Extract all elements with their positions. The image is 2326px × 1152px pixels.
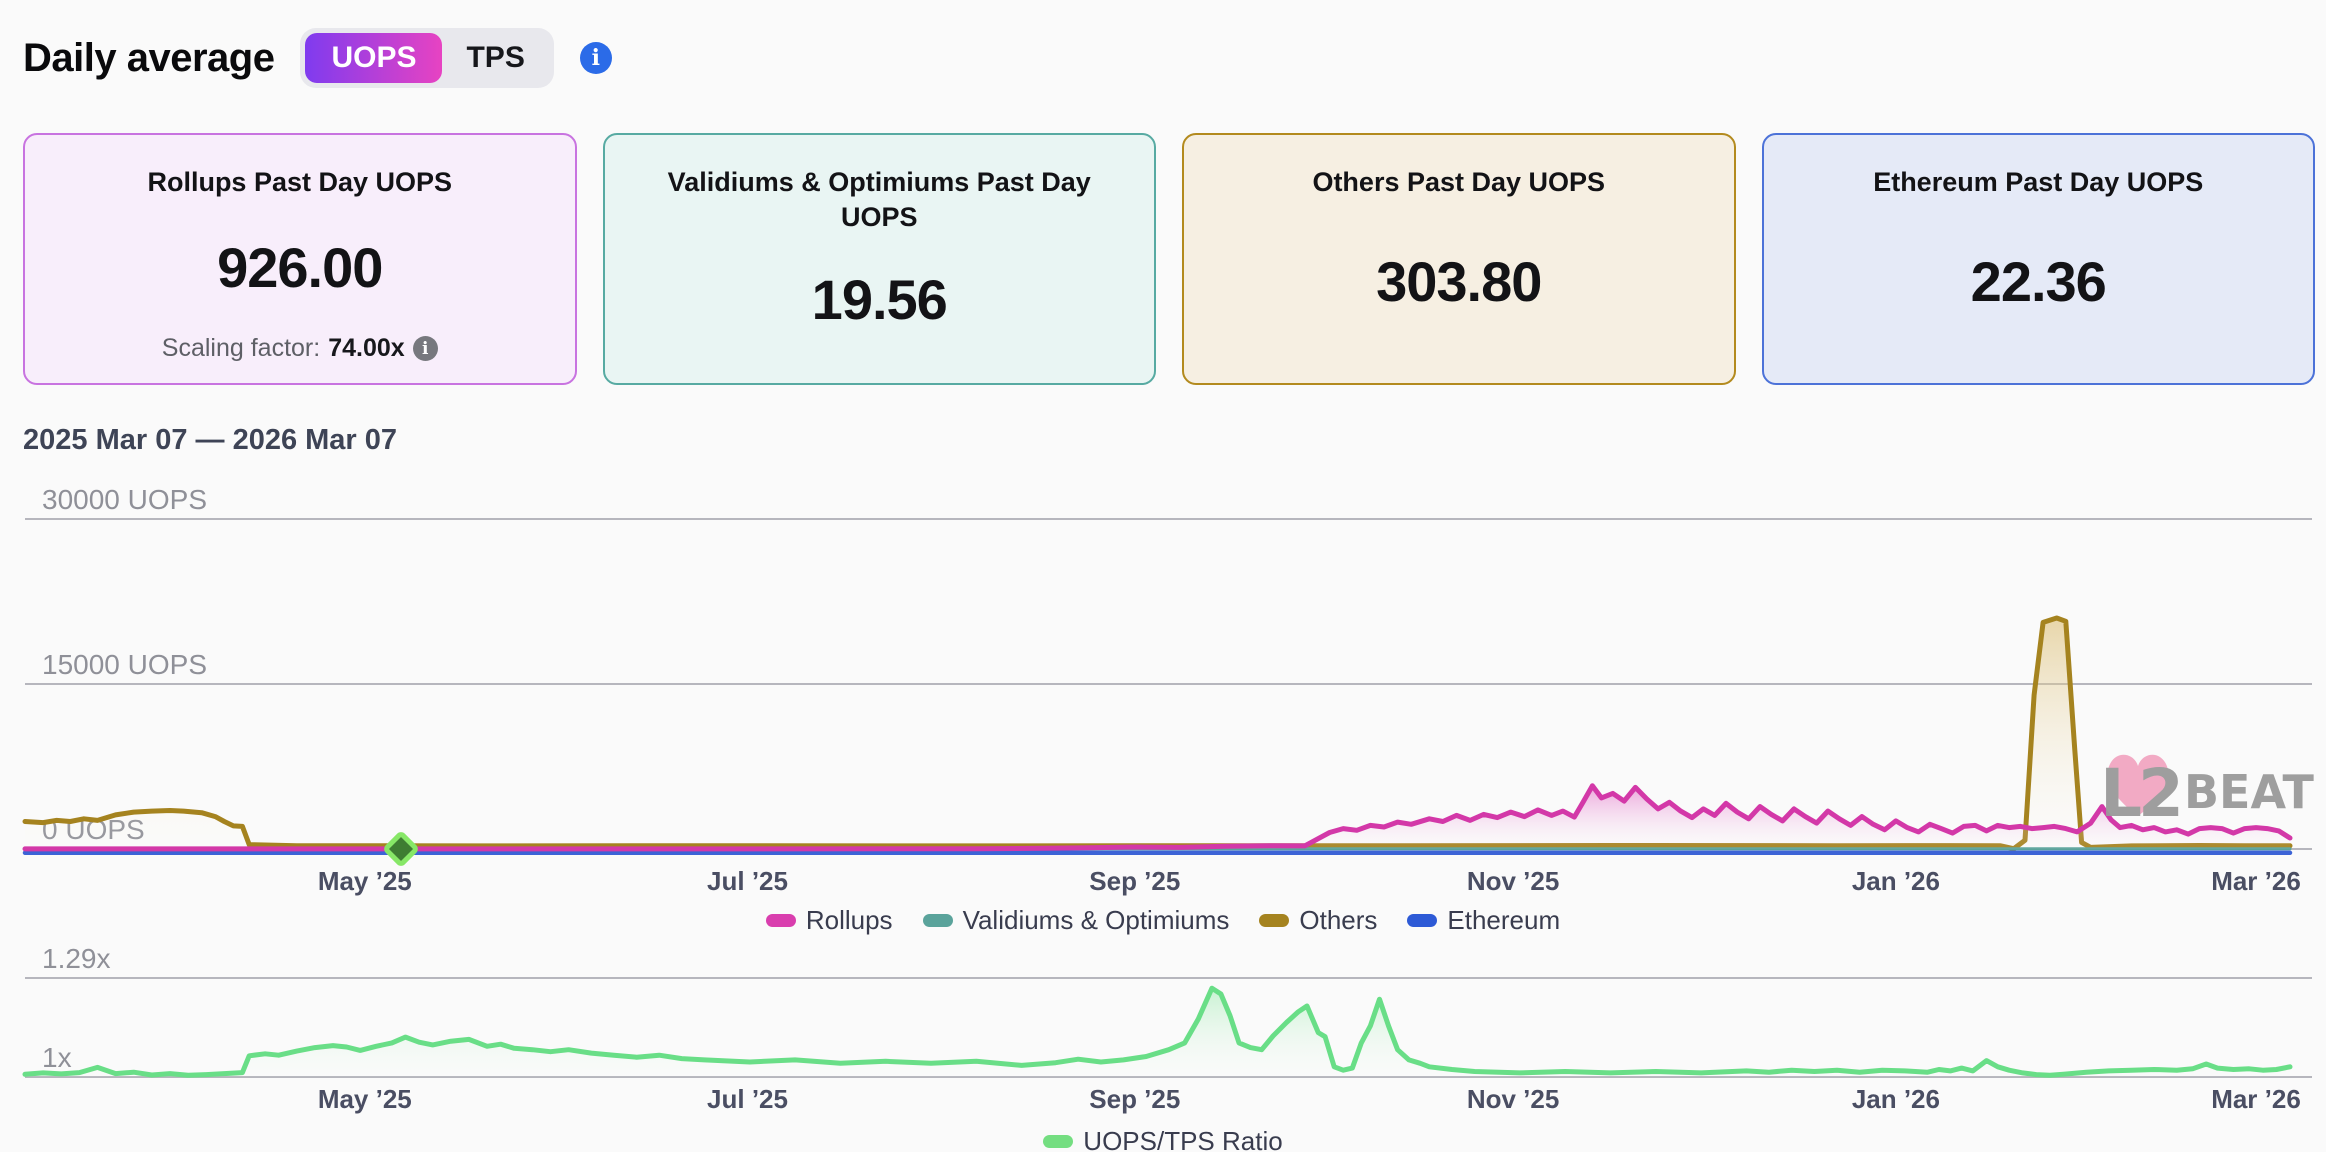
toggle-option-uops[interactable]: UOPS [305,33,443,83]
series-area-others [25,618,2290,849]
scaling-factor-value: 74.00x [328,334,405,362]
others-swatch-icon [1259,914,1290,927]
legend-item-validiums: Validiums & Optimiums [922,905,1230,936]
x-axis-label: Sep ’25 [1089,1084,1180,1114]
x-axis-label: May ’25 [318,1084,412,1114]
y-axis-label: 1.29x [42,948,111,974]
x-axis-label: Nov ’25 [1467,1084,1560,1114]
main-chart-legend: Rollups Validiums & Optimiums Others Eth… [0,905,2326,936]
legend-label: Others [1299,905,1378,935]
legend-label: UOPS/TPS Ratio [1083,1126,1283,1152]
x-axis-label: Mar ’26 [2211,866,2301,896]
card-value: 926.00 [217,235,383,299]
card-value: 303.80 [1376,250,1542,314]
y-axis-label: 1x [42,1042,72,1073]
stat-cards: Rollups Past Day UOPS 926.00 Scaling fac… [23,133,2315,385]
header: Daily average UOPS TPS i [23,28,612,88]
legend-item-others: Others [1259,905,1377,936]
heart-icon [2107,754,2169,816]
y-axis-label: 30000 UOPS [42,484,207,515]
y-axis-label: 15000 UOPS [42,649,207,680]
card-title: Rollups Past Day UOPS [147,167,453,197]
legend-item-rollups: Rollups [765,905,893,936]
milestone-diamond-icon[interactable] [384,832,418,866]
legend-label: Validiums & Optimiums [962,905,1230,935]
series-line-rollups [22,783,2293,852]
info-icon[interactable]: i [579,42,612,74]
series-line-uops-tps-ratio [22,985,2293,1078]
card-rollups: Rollups Past Day UOPS 926.00 Scaling fac… [23,133,577,385]
series-area-rollups [25,785,2290,849]
card-title: Ethereum Past Day UOPS [1873,167,2204,197]
ethereum-swatch-icon [1407,914,1438,927]
card-others: Others Past Day UOPS 303.80 [1182,133,1736,385]
card-title: Others Past Day UOPS [1312,167,1606,197]
ratio-swatch-icon [1043,1135,1074,1148]
series-area-uops-tps-ratio [25,988,2290,1077]
series-line-others [22,615,2293,852]
ratio-chart-svg[interactable]: 1.29x 1x May ’25 Jul ’25 Sep ’25 Nov ’25 Jan ’… [0,948,2326,1152]
legend-item-ethereum: Ethereum [1407,905,1560,936]
x-axis-label: Sep ’25 [1089,866,1180,896]
svg-text:BEAT: BEAT [2184,765,2315,819]
date-range: 2025 Mar 07 — 2026 Mar 07 [23,424,398,456]
card-value: 22.36 [1970,250,2107,314]
x-axis-label: Jan ’26 [1852,866,1940,896]
card-title: Validiums & Optimiums Past Day UOPS [667,167,1091,233]
ratio-chart-legend: UOPS/TPS Ratio [0,1126,2326,1152]
page-title: Daily average [23,35,275,80]
legend-item-ratio: UOPS/TPS Ratio [1043,1126,1283,1152]
x-axis-label: Jul ’25 [707,1084,788,1114]
svg-text:L2: L2 [2100,755,2180,832]
legend-label: Rollups [805,905,893,935]
rollups-swatch-icon [765,914,796,927]
x-axis-label: May ’25 [318,866,412,896]
x-axis-label: Mar ’26 [2211,1084,2301,1114]
uops-tps-toggle[interactable]: UOPS TPS [300,28,554,88]
scaling-factor-info-icon[interactable]: i [412,336,438,361]
x-axis-label: Jan ’26 [1852,1084,1940,1114]
x-axis-label: Jul ’25 [707,866,788,896]
card-validiums: Validiums & Optimiums Past Day UOPS 19.5… [602,133,1156,385]
card-ethereum: Ethereum Past Day UOPS 22.36 [1761,133,2315,385]
x-axis-label: Nov ’25 [1467,866,1560,896]
legend-label: Ethereum [1447,905,1561,935]
scaling-factor: Scaling factor: 74.00x i [162,334,438,363]
toggle-option-tps[interactable]: TPS [442,33,548,83]
l2beat-watermark-logo: L2 BEAT [2100,754,2315,832]
card-value: 19.56 [811,267,948,331]
validiums-swatch-icon [922,914,953,927]
scaling-factor-label: Scaling factor: [161,334,321,362]
